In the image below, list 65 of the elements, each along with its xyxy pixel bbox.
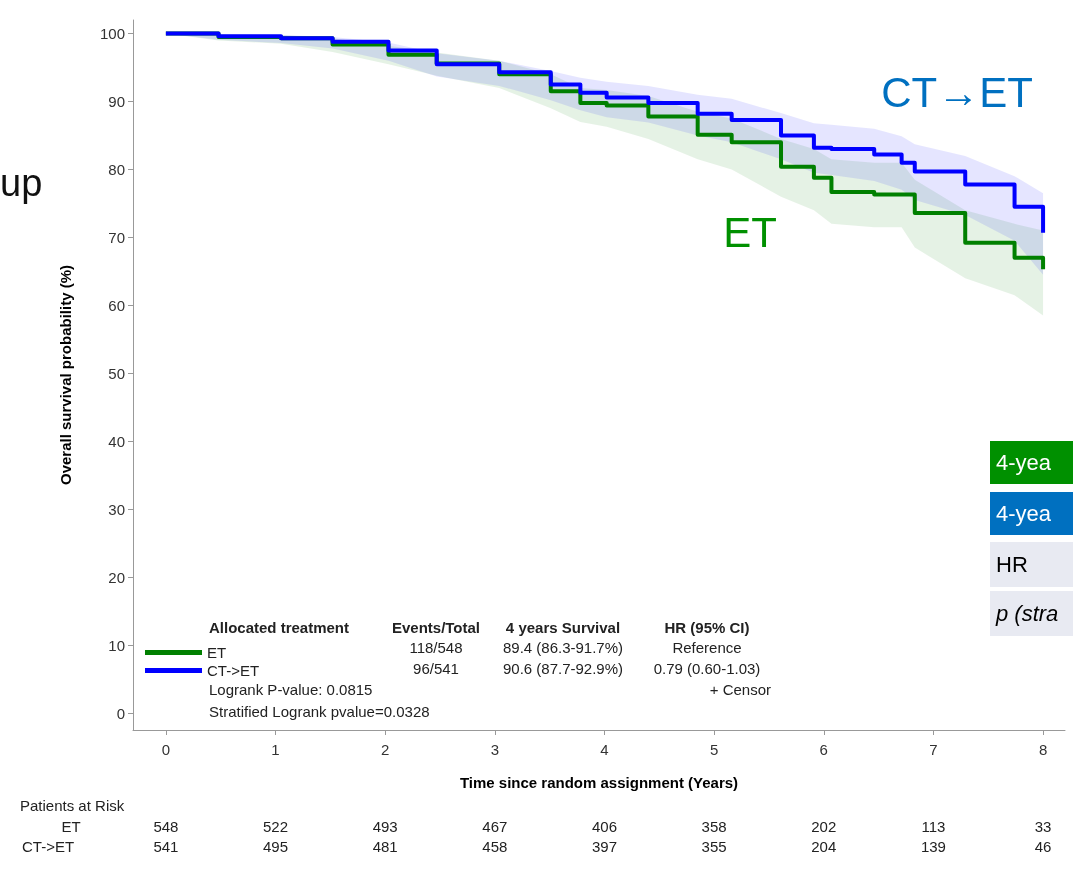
x-tick-label: 2 — [381, 741, 390, 758]
annotation: 118/548 — [409, 639, 463, 657]
legend-label: ET — [207, 644, 227, 661]
text: 113 — [921, 818, 946, 836]
x-tick-label: 8 — [1038, 741, 1048, 758]
text: 406 — [591, 818, 617, 836]
annotation: Allocated treatment — [209, 619, 350, 637]
text: CT->ET — [22, 838, 75, 856]
x-tick-label: 1 — [271, 741, 280, 758]
annotation: CT→ET — [881, 68, 1033, 118]
text: 355 — [701, 838, 727, 856]
legend-label: CT->ET — [207, 662, 260, 679]
text: ET — [61, 818, 81, 836]
text: 46 — [1034, 838, 1052, 856]
text: 481 — [372, 838, 398, 856]
y-axis-title: Overall survival probability (%) — [57, 264, 74, 486]
y-tick-label: 70 — [108, 228, 125, 246]
y-tick-label: 40 — [108, 432, 125, 450]
x-tick-label: 0 — [161, 741, 171, 758]
x-tick-label: 5 — [709, 741, 719, 758]
x-tick-label: 7 — [929, 741, 938, 758]
text: 33 — [1034, 818, 1052, 836]
y-tick-label: 60 — [108, 296, 125, 314]
x-tick-label: 6 — [819, 741, 828, 758]
y-tick-label: 20 — [108, 568, 125, 586]
text: Patients at Risk — [20, 797, 125, 815]
annotation: p (stra — [990, 591, 1073, 636]
y-tick-label: 0 — [116, 704, 125, 722]
annotation: ET — [723, 208, 777, 258]
text: 458 — [482, 838, 508, 856]
annotation: 89.4 (86.3-91.7%) — [502, 639, 624, 657]
x-tick-label: 3 — [490, 741, 500, 758]
annotation: 4-yea — [990, 492, 1073, 535]
annotation: HR — [990, 542, 1073, 587]
y-tick-label: 100 — [99, 25, 125, 43]
annotation: Logrank P-value: 0.0815 — [209, 681, 373, 699]
annotation: 90.6 (87.7-92.9%) — [502, 660, 624, 678]
text: 202 — [811, 818, 837, 836]
text: 467 — [482, 818, 508, 836]
text: 548 — [153, 818, 179, 836]
text: 139 — [920, 838, 946, 856]
y-tick-label: 80 — [108, 160, 125, 178]
text: 397 — [591, 838, 617, 856]
text: 541 — [153, 838, 179, 856]
annotation: HR (95% CI) — [664, 619, 750, 637]
y-tick-label: 10 — [108, 636, 125, 654]
text: 493 — [372, 818, 398, 836]
text: 204 — [811, 838, 837, 856]
text: 495 — [263, 838, 289, 856]
text: 358 — [701, 818, 727, 836]
annotation: Events/Total — [391, 619, 481, 637]
y-tick-label: 90 — [108, 93, 125, 111]
y-tick-label: 30 — [108, 500, 125, 518]
x-tick-label: 4 — [600, 741, 609, 758]
x-axis-title: Time since random assignment (Years) — [459, 774, 739, 791]
annotation: 96/541 — [413, 660, 459, 678]
annotation: 0.79 (0.60-1.03) — [653, 660, 761, 678]
annotation: 4-yea — [990, 441, 1073, 484]
annotation: Reference — [672, 639, 742, 657]
y-tick-label: 50 — [108, 364, 125, 382]
text: up — [0, 161, 43, 206]
annotation: Stratified Logrank pvalue=0.0328 — [209, 703, 430, 721]
annotation: + Censor — [709, 681, 771, 699]
text: 522 — [263, 818, 289, 836]
annotation: 4 years Survival — [505, 619, 621, 637]
